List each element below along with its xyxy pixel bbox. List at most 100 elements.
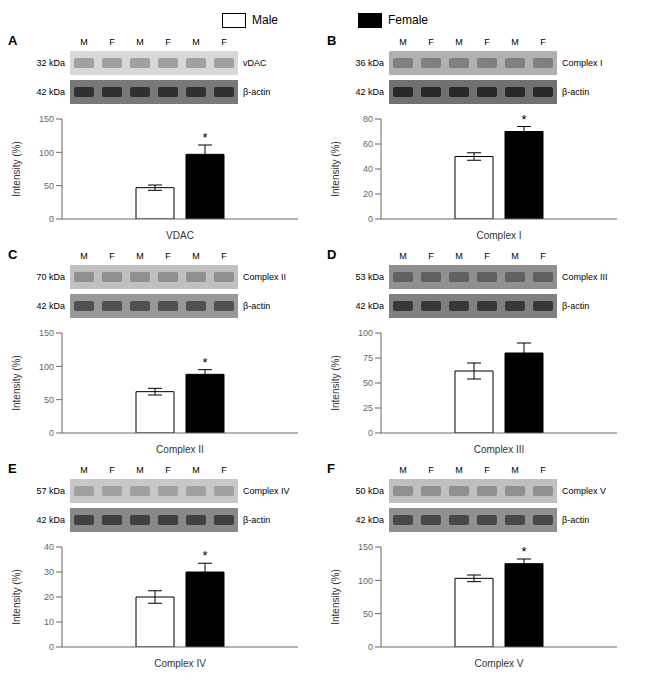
html-text:42 kDa: 42 kDa (355, 301, 384, 311)
svg-text:100: 100 (39, 362, 54, 372)
html-text:β-actin: β-actin (243, 301, 271, 311)
svg-text:50: 50 (44, 181, 54, 191)
html-text:D: D (327, 247, 337, 262)
html-text:β-actin: β-actin (243, 515, 271, 525)
svg-text:25: 25 (363, 403, 373, 413)
html-text:M: M (455, 251, 463, 261)
html-text:F: F (109, 37, 115, 47)
html-text:E: E (8, 461, 17, 476)
html-text:42 kDa: 42 kDa (355, 87, 384, 97)
svg-text:Intensity (%): Intensity (%) (11, 569, 22, 625)
html-text:A: A (8, 33, 18, 48)
svg-text:40: 40 (363, 164, 373, 174)
svg-text:0: 0 (49, 214, 54, 224)
html-text:42 kDa: 42 kDa (36, 301, 65, 311)
svg-text:50: 50 (44, 395, 54, 405)
html-text:Female: Female (388, 13, 428, 27)
svg-text:0: 0 (49, 642, 54, 652)
html-text:vDAC: vDAC (243, 58, 267, 68)
svg-text:*: * (521, 544, 526, 559)
svg-text:100: 100 (39, 148, 54, 158)
html-text:M: M (192, 465, 200, 475)
html-text:Complex IV: Complex IV (243, 486, 290, 496)
html-text:C: C (8, 247, 18, 262)
html-text:β-actin: β-actin (243, 87, 271, 97)
html-text:M: M (511, 37, 519, 47)
svg-text:150: 150 (39, 114, 54, 124)
html-text:M: M (136, 37, 144, 47)
html-text:M: M (136, 251, 144, 261)
html-text:70 kDa: 70 kDa (36, 272, 65, 282)
html-text:M: M (511, 465, 519, 475)
html-text:50 kDa: 50 kDa (355, 486, 384, 496)
svg-text:100: 100 (358, 328, 373, 338)
html-text:F: F (540, 37, 546, 47)
html-text:M: M (136, 465, 144, 475)
svg-text:Complex IV: Complex IV (154, 658, 206, 669)
svg-text:30: 30 (44, 567, 54, 577)
html-text:F: F (428, 37, 434, 47)
svg-text:*: * (202, 548, 207, 563)
html-text:M: M (399, 251, 407, 261)
svg-text:0: 0 (368, 214, 373, 224)
html-text:Complex II: Complex II (243, 272, 286, 282)
svg-text:0: 0 (49, 428, 54, 438)
html-text:42 kDa: 42 kDa (36, 87, 65, 97)
svg-text:80: 80 (363, 114, 373, 124)
svg-text:*: * (521, 112, 526, 127)
html-text:B: B (327, 33, 337, 48)
svg-text:Complex V: Complex V (475, 658, 524, 669)
svg-text:0: 0 (368, 428, 373, 438)
svg-text:10: 10 (44, 617, 54, 627)
html-text:M: M (511, 251, 519, 261)
svg-text:Intensity (%): Intensity (%) (11, 141, 22, 197)
html-text:Male: Male (252, 13, 278, 27)
html-text:F: F (327, 461, 335, 476)
svg-text:20: 20 (363, 189, 373, 199)
html-text:M: M (192, 251, 200, 261)
html-text:M: M (80, 251, 88, 261)
html-text:M: M (80, 37, 88, 47)
svg-text:150: 150 (358, 542, 373, 552)
html-text:β-actin: β-actin (562, 87, 590, 97)
html-text:36 kDa: 36 kDa (355, 58, 384, 68)
svg-text:100: 100 (358, 576, 373, 586)
svg-text:50: 50 (363, 378, 373, 388)
svg-text:Intensity (%): Intensity (%) (330, 141, 341, 197)
html-text:42 kDa: 42 kDa (355, 515, 384, 525)
html-text:32 kDa: 32 kDa (36, 58, 65, 68)
html-text:β-actin: β-actin (562, 301, 590, 311)
html-text:M: M (399, 465, 407, 475)
html-text:M: M (80, 465, 88, 475)
svg-text:VDAC: VDAC (166, 230, 194, 241)
html-text:57 kDa: 57 kDa (36, 486, 65, 496)
svg-text:Intensity (%): Intensity (%) (11, 355, 22, 411)
svg-text:50: 50 (363, 609, 373, 619)
html-text:Complex I: Complex I (562, 58, 603, 68)
html-text:M: M (192, 37, 200, 47)
svg-text:*: * (202, 355, 207, 370)
html-text:F: F (484, 37, 490, 47)
svg-text:60: 60 (363, 139, 373, 149)
svg-text:Complex II: Complex II (156, 444, 204, 455)
html-text:β-actin: β-actin (562, 515, 590, 525)
svg-text:20: 20 (44, 592, 54, 602)
html-text:M: M (399, 37, 407, 47)
svg-text:0: 0 (368, 642, 373, 652)
html-text:M: M (455, 465, 463, 475)
svg-text:Intensity (%): Intensity (%) (330, 355, 341, 411)
svg-text:Complex I: Complex I (476, 230, 521, 241)
svg-text:75: 75 (363, 353, 373, 363)
svg-text:40: 40 (44, 542, 54, 552)
html-text:M: M (455, 37, 463, 47)
html-text:53 kDa: 53 kDa (355, 272, 384, 282)
svg-text:Complex III: Complex III (474, 444, 525, 455)
html-text:Complex V: Complex V (562, 486, 606, 496)
html-text:F: F (221, 37, 227, 47)
html-text:F: F (165, 37, 171, 47)
svg-text:150: 150 (39, 328, 54, 338)
svg-text:*: * (202, 130, 207, 145)
svg-text:Intensity (%): Intensity (%) (330, 569, 341, 625)
html-text:Complex III: Complex III (562, 272, 608, 282)
html-text:42 kDa: 42 kDa (36, 515, 65, 525)
